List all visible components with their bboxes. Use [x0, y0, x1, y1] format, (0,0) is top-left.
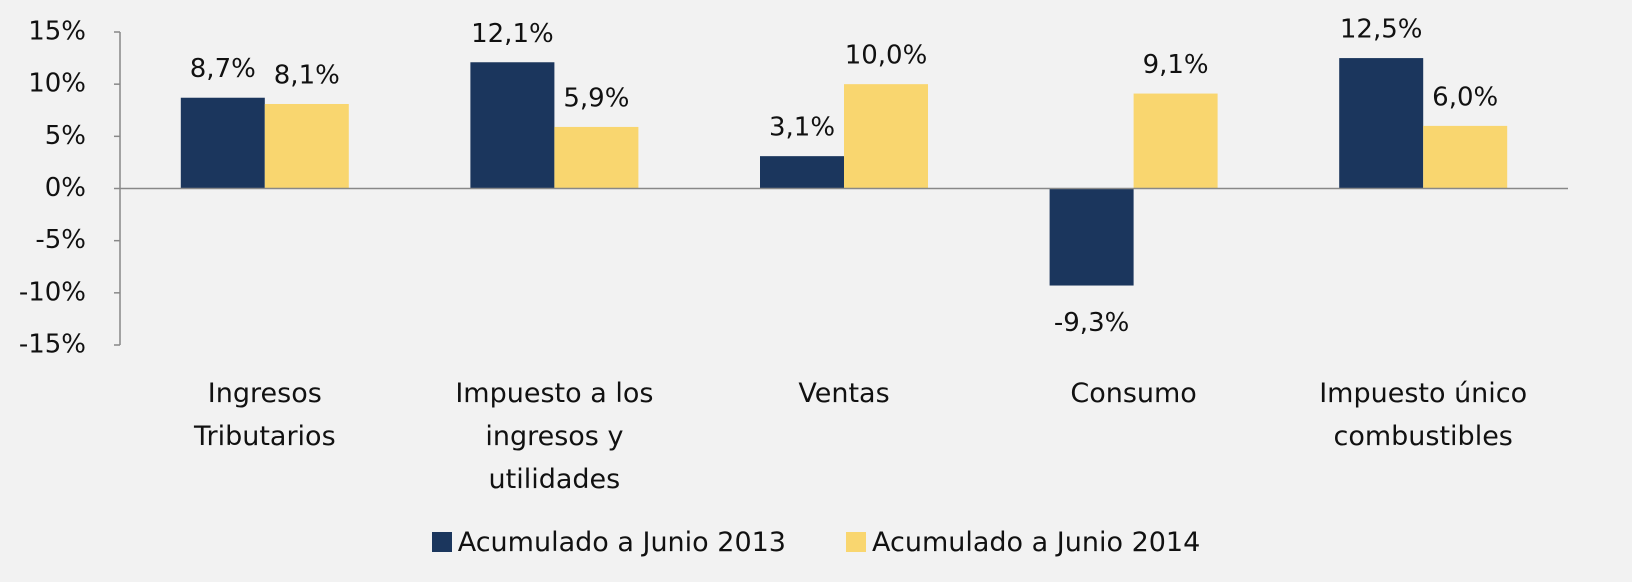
x-tick-label: Ingresos Tributarios	[193, 378, 336, 452]
x-tick-label: Consumo	[1070, 378, 1197, 409]
bar	[760, 156, 844, 189]
bar	[264, 103, 349, 189]
bar	[554, 126, 639, 189]
legend: Acumulado a Junio 2013 Acumulado a Junio …	[0, 527, 1632, 558]
value-label: 12,1%	[471, 19, 554, 49]
value-label: 12,5%	[1340, 15, 1423, 45]
y-tick-label: 0%	[45, 173, 86, 203]
bar	[180, 97, 265, 189]
x-tick-label: Impuesto a los ingresos y utilidades	[455, 378, 654, 495]
legend-label: Acumulado a Junio 2014	[872, 527, 1201, 558]
value-label: -9,3%	[1054, 308, 1129, 338]
y-tick-label: -10%	[19, 277, 86, 307]
bar	[1339, 58, 1424, 189]
y-tick-label: -5%	[35, 225, 86, 255]
bar	[1133, 93, 1218, 189]
value-label: 8,7%	[190, 54, 256, 84]
x-tick-label: Ventas	[798, 378, 890, 409]
bar	[470, 62, 555, 189]
bar	[1049, 188, 1134, 286]
y-tick-label: 5%	[45, 121, 86, 151]
legend-item: Acumulado a Junio 2013	[431, 527, 786, 558]
bar	[844, 84, 928, 189]
legend-swatch	[431, 532, 452, 552]
y-tick-label: 15%	[28, 17, 86, 47]
bar	[1423, 125, 1508, 189]
legend-label: Acumulado a Junio 2013	[457, 527, 786, 558]
value-label: 3,1%	[769, 113, 835, 143]
value-label: 5,9%	[563, 83, 629, 113]
y-tick-label: 10%	[28, 69, 86, 99]
y-tick-label: -15%	[19, 330, 86, 360]
value-label: 10,0%	[845, 41, 928, 71]
value-label: 8,1%	[274, 60, 340, 90]
legend-swatch	[846, 532, 866, 552]
value-label: 6,0%	[1432, 82, 1498, 112]
legend-item: Acumulado a Junio 2014	[846, 527, 1200, 558]
x-tick-label: Impuesto único combustibles	[1319, 378, 1528, 452]
value-label: 9,1%	[1143, 50, 1209, 80]
